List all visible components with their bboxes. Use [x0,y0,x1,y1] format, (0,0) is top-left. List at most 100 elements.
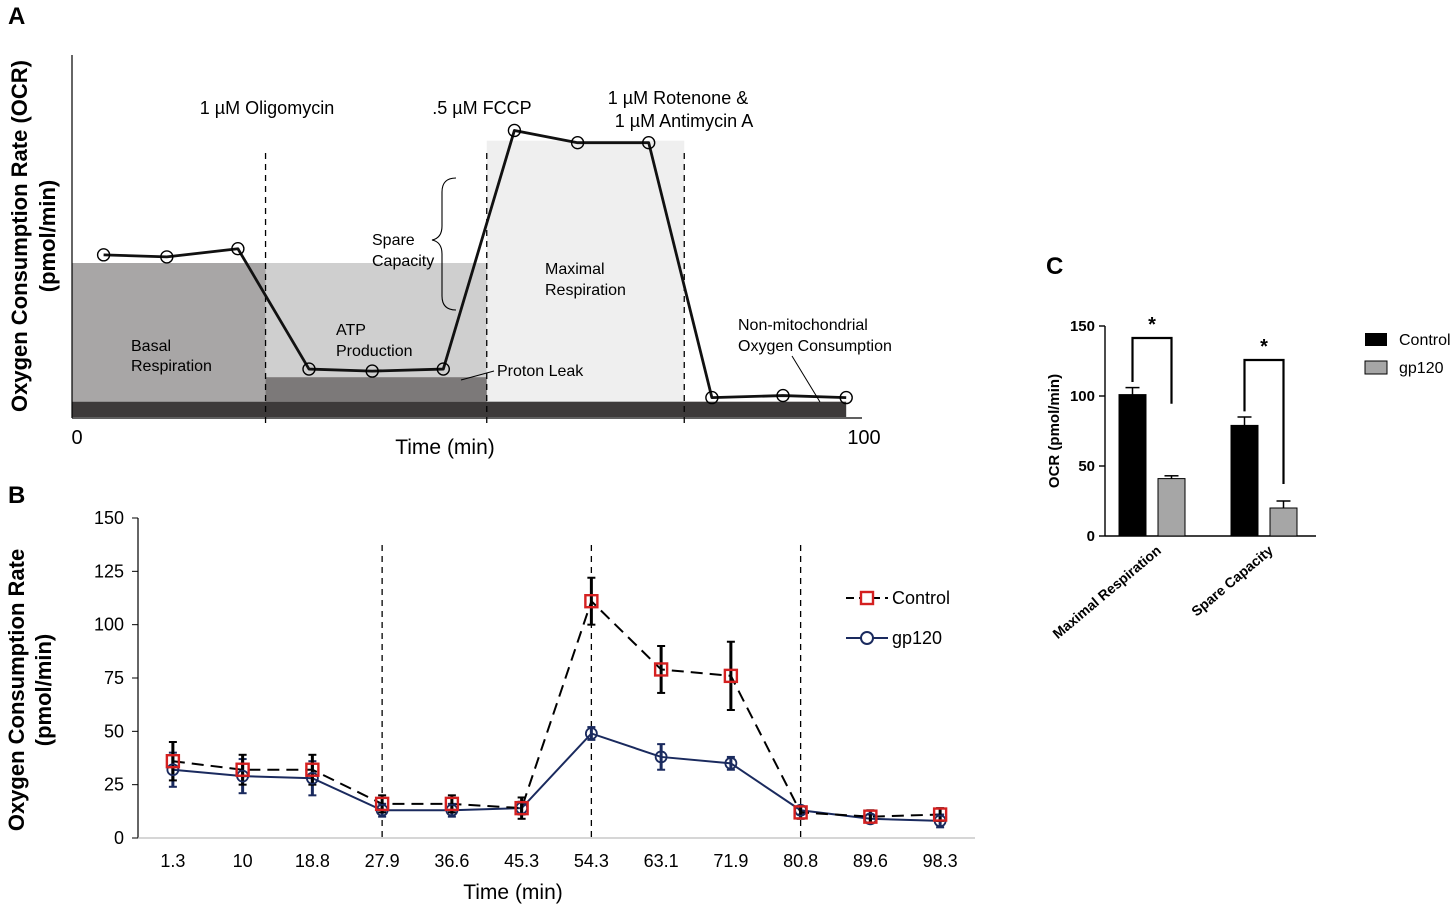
spare-capacity-brace [431,177,457,311]
ocr-line [103,129,847,400]
ocr-point [776,388,790,403]
basal-label-1: Basal [131,338,171,355]
control-point [305,762,320,777]
panel-a-ylabel-1: Oxygen Consumption Rate (OCR) [7,60,32,412]
legend-c-gp120-swatch [1364,360,1388,375]
panel-a-ylabel-2: (pmol/min) [35,180,60,292]
legend-c-control-label: Control [1399,332,1451,349]
x-tick-label: 36.6 [434,851,469,871]
c-y-tick-label: 100 [1070,388,1095,405]
control-point [444,796,460,812]
y-tick-label: 100 [94,615,124,635]
x-tick-label: 45.3 [504,851,539,871]
ocr-point [642,135,656,150]
panel-b-ylabel-1: Oxygen Consumption Rate [4,549,29,831]
panel-a-chart: Oxygen Consumption Rate (OCR) (pmol/min)… [7,55,892,459]
maximal-label-1: Maximal [545,261,605,278]
ocr-point [302,362,316,376]
legend-control-label: Control [892,588,950,608]
significance-bracket [1243,358,1285,484]
control-point [514,800,529,816]
x-tick-label: 1.3 [160,851,185,871]
x-tick-label: 18.8 [295,851,330,871]
spare-label-1: Spare [372,232,415,249]
spare-label-2: Capacity [372,253,434,270]
panel-b-chart: 0 25 50 75 100 125 150 1.3 10 18.8 27.9 36.6 45.3 54… [4,508,975,904]
x-tick-label: 63.1 [644,851,679,871]
x-tick-label: 71.9 [713,851,748,871]
panel-a-letter: A [8,3,25,30]
control-bar [1118,394,1147,537]
panel-c-ylabel: OCR (pmol/min) [1046,374,1063,488]
gp120-bar [1157,478,1186,537]
non-mito-label-1: Non-mitochondrial [738,317,868,334]
x-tick-label: 54.3 [574,851,609,871]
control-point [653,662,669,677]
proton-leak-region [265,377,487,402]
significance-star: * [1148,314,1156,336]
significance-star: * [1260,336,1268,358]
gp120-point [654,750,668,764]
non-mitochondrial-region [72,401,847,417]
c-category-label: Spare Capacity [1188,542,1276,619]
legend-gp120-label: gp120 [892,628,942,648]
legend-c-gp120-label: gp120 [1399,360,1444,377]
legend-c-control-swatch [1365,333,1387,346]
x-tick-label: 89.6 [853,851,888,871]
ocr-point [436,362,450,376]
panel-c-legend: Control gp120 [1364,332,1451,377]
c-y-tick-label: 150 [1070,318,1095,335]
panel-a-x-tick-0: 0 [71,427,82,449]
control-bar [1230,424,1259,537]
gp120-point [724,756,738,770]
maximal-respiration-region [486,140,685,402]
maximal-label-2: Respiration [545,282,626,299]
non-mito-label-2: Oxygen Consumption [738,338,892,355]
legend-gp120-marker [860,631,874,645]
x-tick-label: 80.8 [783,851,818,871]
atp-label-2: Production [336,343,413,360]
ocr-point [96,248,111,262]
gp120-point [166,763,180,777]
ocr-point [160,250,174,264]
control-line [172,599,941,818]
panel-a-x-tick-100: 100 [847,427,880,449]
significance-bracket [1131,336,1173,404]
panel-a-xlabel: Time (min) [395,436,495,459]
y-tick-label: 25 [104,775,124,795]
proton-leak-label: Proton Leak [497,363,584,380]
ocr-point [231,242,245,256]
ocr-point [507,123,522,138]
proton-leak-pointer [460,370,495,381]
ocr-point [705,390,719,405]
y-tick-label: 150 [94,508,124,528]
control-point [584,594,599,609]
atp-label-1: ATP [336,322,366,339]
x-tick-label: 10 [233,851,253,871]
panel-c-letter: C [1046,253,1063,280]
c-y-tick-label: 50 [1078,458,1095,475]
non-mito-pointer [791,355,821,403]
control-point [932,807,948,822]
y-tick-label: 50 [104,721,124,741]
ocr-point [839,390,853,405]
y-tick-label: 0 [114,828,124,848]
gp120-point [305,771,319,785]
panel-a-injection-fccp: .5 µM FCCP [432,98,531,118]
gp120-line [172,732,941,822]
panel-b-legend: Control gp120 [846,588,950,648]
panel-a-injection-rotenone: 1 µM Rotenone & [608,88,748,108]
panel-b-letter: B [8,482,25,509]
ocr-point [365,364,379,378]
y-tick-label: 125 [94,561,124,581]
panel-c-chart: 0 50 100 150 * * Maximal Respiration Spare Ca… [1046,314,1451,642]
basal-respiration-region [72,263,266,402]
c-category-label: Maximal Respiration [1049,542,1164,642]
c-y-tick-label: 0 [1087,528,1095,545]
panel-a-injection-antimycin: 1 µM Antimycin A [615,111,753,131]
x-tick-label: 27.9 [365,851,400,871]
panel-a-injection-oligomycin: 1 µM Oligomycin [200,98,334,118]
legend-control-marker [859,590,875,606]
control-point [793,805,808,820]
control-point [863,809,878,824]
